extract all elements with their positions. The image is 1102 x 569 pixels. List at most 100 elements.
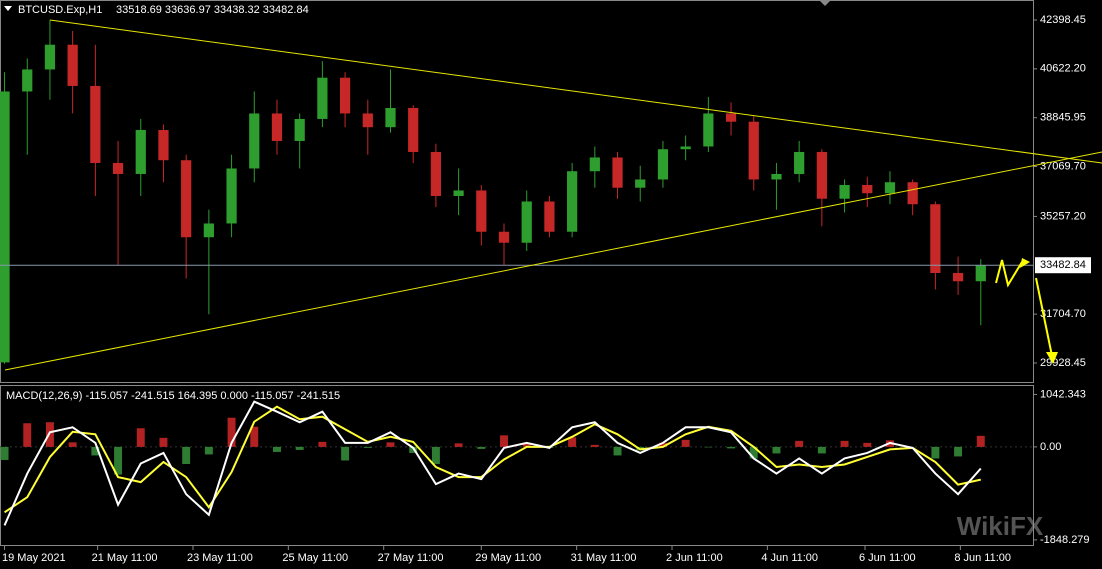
y-tick-label: 40622.20	[1040, 63, 1086, 75]
candle-body	[635, 179, 646, 188]
candle-body	[203, 223, 214, 238]
candle-body	[317, 77, 328, 119]
candle-body	[612, 157, 623, 188]
menu-arrow[interactable]	[4, 6, 12, 11]
histogram-bar	[227, 417, 236, 447]
candle-body	[67, 44, 78, 86]
x-tick-label: 8 Jun 11:00	[954, 552, 1011, 564]
trend-line	[49, 19, 1102, 164]
symbol: BTCUSD.Exp,H1	[18, 4, 102, 16]
shift-marker	[819, 0, 831, 6]
histogram-bar	[931, 446, 940, 459]
projection-arrow	[995, 259, 1023, 288]
histogram-bar	[976, 435, 985, 447]
histogram-bar	[136, 428, 145, 447]
x-tick-label: 4 Jun 11:00	[761, 552, 818, 564]
histogram-bar	[295, 446, 304, 450]
histogram-bar	[250, 426, 259, 447]
candle-body	[294, 118, 305, 141]
histogram-bar	[568, 437, 577, 447]
candle-body	[862, 184, 873, 194]
y-tick-label: 35257.20	[1040, 210, 1086, 222]
histogram-bar	[23, 423, 32, 447]
histogram-bar	[749, 446, 758, 459]
x-tick-label: 25 May 11:00	[282, 552, 348, 564]
histogram-bar	[431, 446, 440, 464]
candle-body	[430, 151, 442, 196]
candle-body	[226, 168, 237, 224]
y-tick-label: 31704.70	[1040, 308, 1086, 320]
histogram-bar	[817, 446, 826, 454]
y-tick-label: 42398.45	[1040, 14, 1086, 26]
candle-body	[771, 173, 782, 180]
histogram-bar	[454, 443, 463, 447]
histogram-bar	[182, 446, 191, 464]
histogram-bar	[500, 435, 508, 447]
candle-body	[703, 113, 714, 147]
histogram-bar	[68, 442, 77, 447]
histogram-bar	[772, 446, 781, 454]
x-tick-label: 21 May 11:00	[92, 552, 158, 564]
x-tick-label: 23 May 11:00	[187, 552, 253, 564]
price-box	[1035, 257, 1091, 274]
candle-body	[90, 85, 101, 163]
trend-line	[4, 151, 1102, 371]
candle-body	[0, 91, 10, 363]
candle-body	[339, 77, 351, 114]
projection-arrow	[1035, 277, 1053, 357]
candle-body	[907, 182, 918, 205]
y-tick-label: 29928.45	[1040, 357, 1086, 369]
candle-body	[839, 184, 850, 199]
candle-body	[567, 171, 578, 232]
macd-title: MACD(12,26,9) -115.057 -241.515 164.395 …	[6, 390, 340, 402]
histogram-bar	[0, 446, 9, 460]
watermark: WikiFX	[957, 511, 1044, 541]
plot: 42398.45 40622.20 38845.95 37069.70 35257.20…	[0, 14, 1091, 564]
candle-body	[930, 204, 941, 273]
histogram-bar	[114, 446, 123, 475]
signal-line	[3, 405, 981, 514]
current-price: 33482.84	[1040, 259, 1086, 271]
histogram-bar	[45, 422, 54, 447]
candle-body	[884, 182, 896, 194]
macd-line	[3, 400, 982, 526]
histogram-bar	[681, 439, 690, 447]
candle-body	[794, 151, 805, 174]
histogram-bar	[522, 442, 531, 447]
histogram-bar	[863, 442, 872, 447]
candle-body	[181, 160, 192, 238]
candle-body	[112, 162, 124, 174]
histogram-bar	[204, 446, 213, 455]
x-tick-label: 2 Jun 11:00	[666, 552, 723, 564]
histogram-bar	[409, 446, 418, 453]
histogram-bar	[318, 441, 327, 447]
histogram-bar	[613, 446, 622, 456]
x-tick-label: 31 May 11:00	[571, 552, 637, 564]
candle-body	[816, 151, 827, 199]
histogram-bar	[91, 446, 100, 456]
y-tick-label: -1848.279	[1040, 534, 1090, 546]
macd-frame	[0, 385, 1034, 546]
y-tick-label: 37069.70	[1040, 160, 1086, 172]
candle-body	[22, 69, 33, 92]
candle-body	[498, 231, 510, 243]
candle-body	[975, 265, 986, 282]
candle-body	[521, 201, 532, 243]
candle-body	[135, 129, 146, 174]
candle-body	[249, 113, 260, 169]
histogram-bar	[658, 442, 667, 447]
histogram-bar	[363, 446, 372, 448]
histogram-bar	[840, 440, 849, 447]
y-tick-label: 38845.95	[1040, 112, 1086, 124]
candle-body	[158, 129, 169, 161]
candle-body	[44, 44, 56, 70]
histogram-bar	[386, 442, 395, 447]
x-tick-label: 29 May 11:00	[475, 552, 541, 564]
histogram-bar	[954, 446, 963, 457]
histogram-bar	[477, 446, 486, 449]
histogram-bar	[727, 446, 736, 449]
arrow-head	[1020, 258, 1030, 268]
y-tick-label: 0.00	[1040, 441, 1061, 453]
